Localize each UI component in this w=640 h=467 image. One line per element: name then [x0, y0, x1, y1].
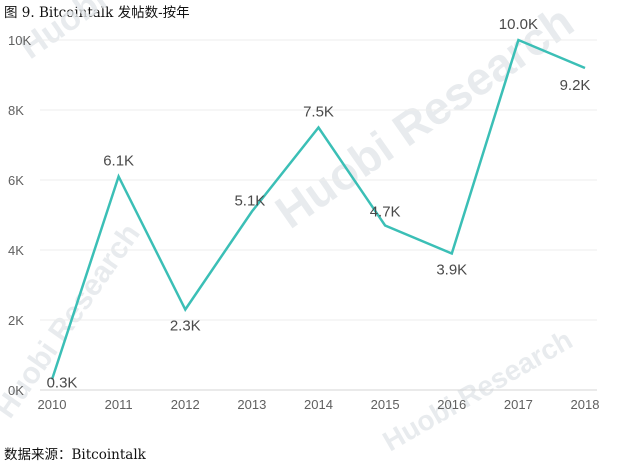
- y-tick-label: 10K: [8, 33, 31, 48]
- series-line: [50, 38, 586, 380]
- y-axis-ticks: 0K 2K 4K 6K 8K 10K: [8, 33, 31, 398]
- data-label: 3.9K: [436, 262, 467, 279]
- data-labels: 0.3K 6.1K 2.3K 5.1K 7.5K 4.7K 3.9K 10.0K 9.2K: [47, 16, 591, 392]
- data-label: 2.3K: [170, 318, 201, 335]
- y-tick-label: 4K: [8, 243, 24, 258]
- data-label: 7.5K: [303, 104, 334, 121]
- grid-lines: [40, 39, 597, 391]
- x-tick-label: 2011: [105, 397, 133, 412]
- x-tick-label: 2018: [571, 397, 600, 412]
- data-label: 4.7K: [370, 204, 401, 221]
- data-label: 10.0K: [499, 16, 538, 33]
- x-tick-label: 2014: [304, 397, 333, 412]
- x-tick-label: 2016: [437, 397, 466, 412]
- x-axis-ticks: 2010 2011 2012 2013 2014 2015 2016 2017 2018: [38, 397, 600, 412]
- data-label: 5.1K: [234, 193, 265, 210]
- y-tick-label: 2K: [8, 313, 24, 328]
- x-tick-label: 2015: [371, 397, 400, 412]
- x-tick-label: 2017: [504, 397, 533, 412]
- watermark-text: Huobi Research: [13, 0, 247, 67]
- data-label: 0.3K: [47, 375, 78, 392]
- chart-caption: 图 9. Bitcointalk 发帖数-按年: [4, 5, 190, 21]
- x-tick-label: 2010: [38, 397, 67, 412]
- x-tick-label: 2013: [237, 397, 266, 412]
- data-source-note: 数据来源：Bitcointalk: [4, 447, 146, 463]
- y-tick-label: 6K: [8, 173, 24, 188]
- data-label: 6.1K: [103, 153, 134, 170]
- y-tick-label: 0K: [8, 383, 24, 398]
- data-label: 9.2K: [560, 77, 591, 94]
- x-tick-label: 2012: [171, 397, 200, 412]
- series-layer: [50, 38, 586, 380]
- y-tick-label: 8K: [8, 103, 24, 118]
